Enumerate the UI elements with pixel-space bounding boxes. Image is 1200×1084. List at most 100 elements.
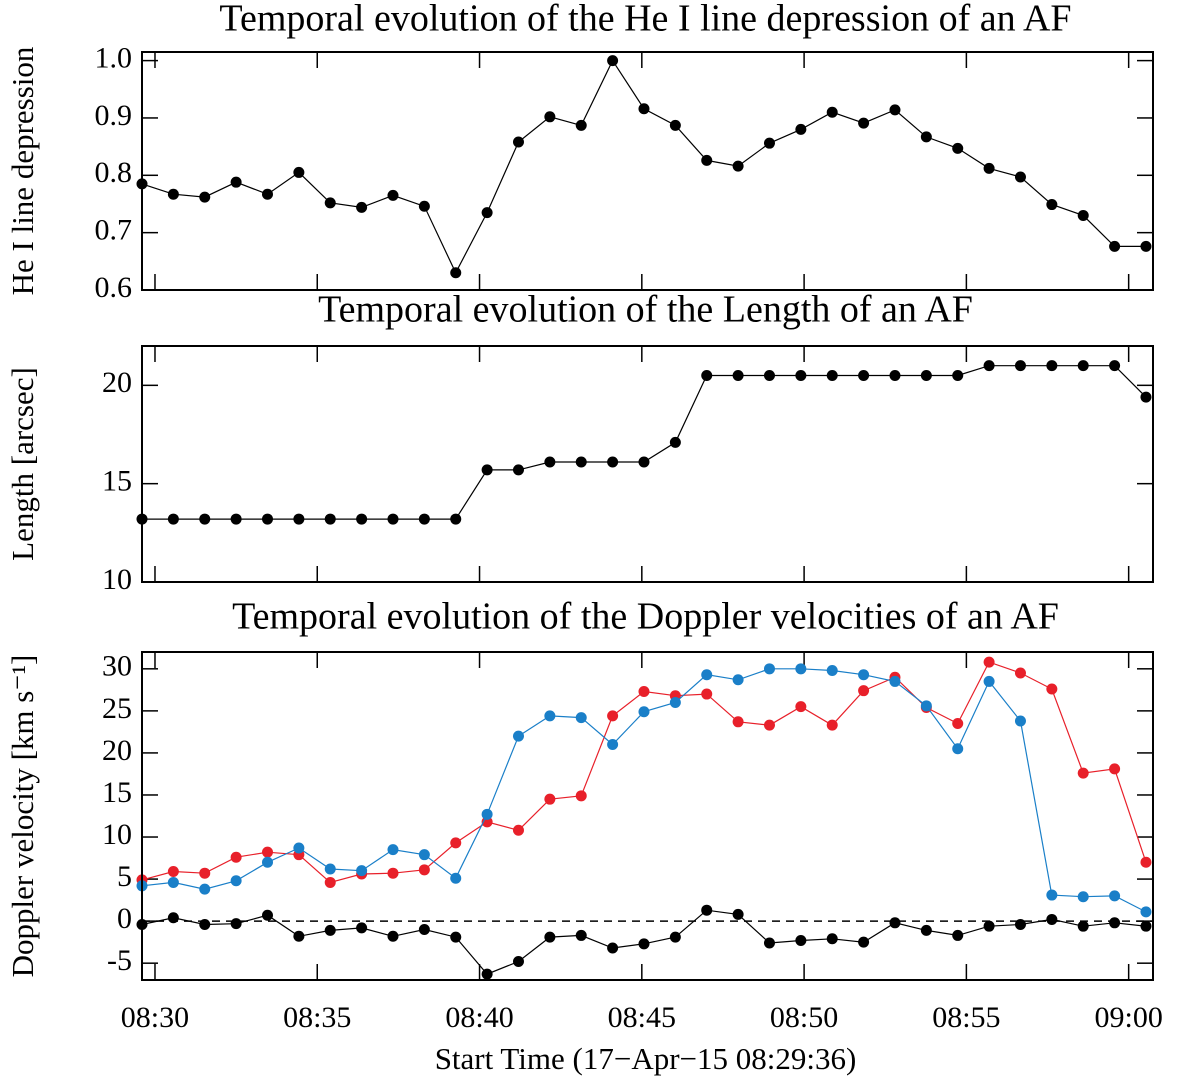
data-point: [512, 136, 524, 148]
data-point: [1046, 360, 1058, 372]
data-point: [544, 456, 556, 468]
data-point: [1109, 890, 1121, 902]
data-point: [889, 675, 901, 687]
data-point: [450, 837, 462, 849]
data-point: [512, 824, 524, 836]
data-point: [199, 191, 211, 203]
data-point: [544, 931, 556, 943]
data-point: [324, 924, 336, 936]
data-point: [230, 875, 242, 887]
data-point: [763, 663, 775, 675]
y-tick-label: 15: [102, 776, 132, 809]
data-point: [669, 696, 681, 708]
data-point: [920, 131, 932, 143]
data-point: [1046, 913, 1058, 925]
data-point: [167, 188, 179, 200]
data-point: [983, 162, 995, 174]
data-point: [889, 370, 901, 381]
data-point: [952, 743, 964, 755]
data-point: [481, 207, 493, 219]
data-point: [607, 942, 619, 954]
y-tick-label: 10: [102, 563, 132, 596]
data-point: [826, 106, 838, 118]
data-point: [1109, 360, 1121, 372]
y-tick-label: 0: [117, 902, 132, 935]
data-point: [512, 730, 524, 742]
data-point: [732, 674, 744, 686]
data-point: [167, 876, 179, 888]
data-point: [575, 456, 587, 468]
data-point: [418, 864, 430, 876]
data-point: [1140, 920, 1152, 932]
y-tick-label: 10: [102, 818, 132, 851]
data-point: [1077, 920, 1089, 932]
x-tick-label: 08:30: [121, 1001, 189, 1034]
data-point: [1109, 240, 1121, 252]
data-point: [732, 370, 744, 381]
data-point: [450, 872, 462, 884]
data-point: [387, 844, 399, 856]
data-point: [732, 908, 744, 920]
data-point: [167, 912, 179, 924]
data-point: [795, 663, 807, 675]
data-point: [1046, 889, 1058, 901]
data-point: [261, 188, 273, 200]
data-point: [1077, 360, 1089, 372]
data-point: [701, 669, 713, 681]
y-tick-label: 0.8: [95, 156, 133, 189]
x-axis-label: Start Time (17−Apr−15 08:29:36): [435, 1041, 857, 1076]
data-point: [607, 456, 619, 468]
data-point: [920, 924, 932, 936]
data-point: [575, 929, 587, 941]
data-point: [858, 370, 870, 381]
data-point: [638, 456, 650, 468]
data-point: [889, 104, 901, 116]
data-point: [826, 370, 838, 381]
data-point: [858, 685, 870, 697]
data-point: [1140, 906, 1152, 918]
data-point: [1077, 767, 1089, 779]
data-point: [669, 436, 681, 448]
data-point: [544, 111, 556, 123]
plot-frame: [141, 51, 1154, 291]
data-point: [512, 464, 524, 476]
data-point: [230, 851, 242, 863]
data-point: [1014, 918, 1026, 930]
data-point: [230, 513, 242, 525]
data-point: [261, 513, 273, 525]
data-point: [418, 924, 430, 936]
data-point: [356, 513, 368, 525]
y-tick-label: 0.9: [95, 99, 133, 132]
series-line: [142, 365, 1147, 520]
data-point: [1014, 171, 1026, 183]
data-point: [920, 370, 932, 381]
data-point: [1046, 683, 1058, 695]
data-point: [230, 918, 242, 930]
series-line: [141, 668, 1147, 913]
data-point: [199, 867, 211, 879]
data-point: [1046, 199, 1058, 211]
data-point: [952, 717, 964, 729]
data-point: [1077, 209, 1089, 221]
data-point: [983, 656, 995, 668]
data-point: [1077, 891, 1089, 903]
data-point: [795, 701, 807, 713]
data-point: [858, 669, 870, 681]
chart-title: Temporal evolution of the He I line depr…: [219, 0, 1071, 40]
data-point: [356, 865, 368, 877]
data-point: [638, 938, 650, 950]
data-point: [450, 931, 462, 943]
data-point: [983, 360, 995, 372]
data-point: [952, 929, 964, 941]
data-point: [481, 808, 493, 820]
data-point: [826, 665, 838, 677]
data-point: [889, 917, 901, 929]
data-point: [763, 137, 775, 149]
data-point: [356, 201, 368, 213]
data-point: [795, 370, 807, 381]
data-point: [230, 176, 242, 188]
y-tick-label: 25: [102, 692, 132, 725]
y-tick-label: 1.0: [95, 41, 133, 74]
data-point: [418, 849, 430, 861]
